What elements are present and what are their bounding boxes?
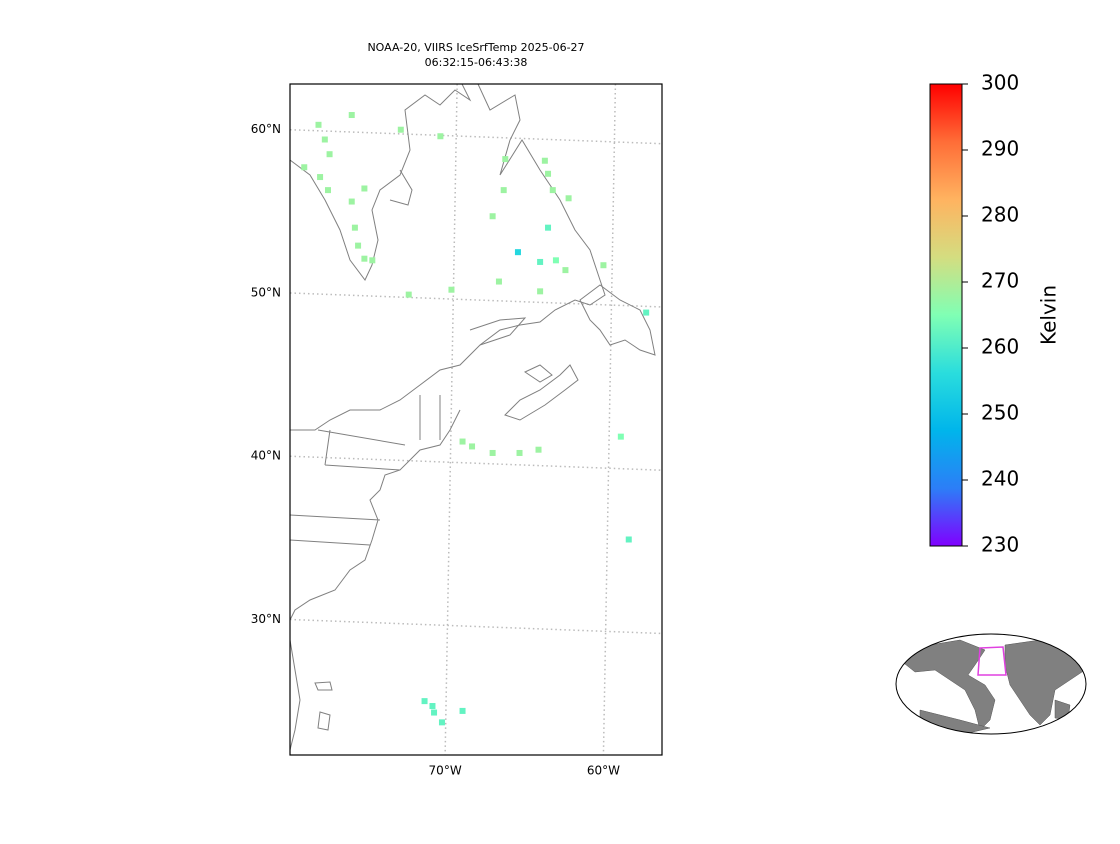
data-point xyxy=(537,288,544,295)
data-point xyxy=(459,707,466,714)
map-area xyxy=(290,84,662,755)
data-point xyxy=(562,267,569,274)
colorbar-tick-label: 300 xyxy=(981,71,1019,95)
data-point xyxy=(315,121,322,128)
data-point xyxy=(361,185,368,192)
colorbar-label: Kelvin xyxy=(1037,285,1061,345)
data-point xyxy=(565,195,572,202)
data-point xyxy=(617,433,624,440)
colorbar-tick-label: 280 xyxy=(981,203,1019,227)
data-point xyxy=(545,224,552,231)
data-point xyxy=(600,262,607,269)
colorbar-tick-label: 240 xyxy=(981,467,1019,491)
title-line: 06:32:15-06:43:38 xyxy=(425,56,528,69)
graticule-line xyxy=(290,292,662,308)
data-point xyxy=(489,213,496,220)
data-point xyxy=(552,257,559,264)
data-point xyxy=(549,187,556,194)
data-point xyxy=(537,258,544,265)
data-point xyxy=(438,719,445,726)
data-point xyxy=(643,309,650,316)
data-point xyxy=(545,170,552,177)
lat-label: 40°N xyxy=(251,449,281,463)
title-line: NOAA-20, VIIRS IceSrfTemp 2025-06-27 xyxy=(367,41,584,54)
data-point xyxy=(469,443,476,450)
data-point xyxy=(361,255,368,262)
data-point xyxy=(459,438,466,445)
colorbar-tick-label: 230 xyxy=(981,533,1019,557)
data-point xyxy=(437,133,444,140)
data-point xyxy=(535,446,542,453)
coastlines xyxy=(290,84,656,751)
colorbar-tick-label: 260 xyxy=(981,335,1019,359)
data-point xyxy=(429,703,436,710)
colorbar xyxy=(929,83,963,547)
lon-label: 60°W xyxy=(587,764,620,778)
lon-label: 70°W xyxy=(429,764,462,778)
lat-label: 50°N xyxy=(251,285,281,299)
data-point xyxy=(321,136,328,143)
colorbar-tick-label: 250 xyxy=(981,401,1019,425)
graticule-line xyxy=(290,455,662,471)
data-point xyxy=(317,174,324,181)
lat-label: 60°N xyxy=(251,122,281,136)
data-point xyxy=(495,278,502,285)
graticule-line xyxy=(290,128,662,145)
data-point xyxy=(514,249,521,256)
data-point xyxy=(489,449,496,456)
data-point xyxy=(421,698,428,705)
data-point xyxy=(500,187,507,194)
data-point xyxy=(326,151,333,158)
graticule-line xyxy=(602,84,617,755)
data-point xyxy=(324,187,331,194)
data-point xyxy=(301,164,308,171)
colorbar-tick-label: 270 xyxy=(981,269,1019,293)
map-frame xyxy=(289,83,663,756)
data-point xyxy=(348,198,355,205)
inset-globe xyxy=(895,633,1087,735)
data-point xyxy=(405,291,412,298)
data-point xyxy=(397,126,404,133)
data-point xyxy=(516,449,523,456)
lat-label: 30°N xyxy=(251,612,281,626)
data-point xyxy=(431,709,438,716)
data-point xyxy=(502,156,509,163)
data-point xyxy=(355,242,362,249)
data-point xyxy=(448,286,455,293)
graticule-line xyxy=(444,84,458,755)
data-point xyxy=(348,112,355,119)
graticule-line xyxy=(290,618,662,635)
data-point xyxy=(541,157,548,164)
data-point xyxy=(369,257,376,264)
data-point xyxy=(625,536,632,543)
colorbar-tick-label: 290 xyxy=(981,137,1019,161)
data-point xyxy=(351,224,358,231)
